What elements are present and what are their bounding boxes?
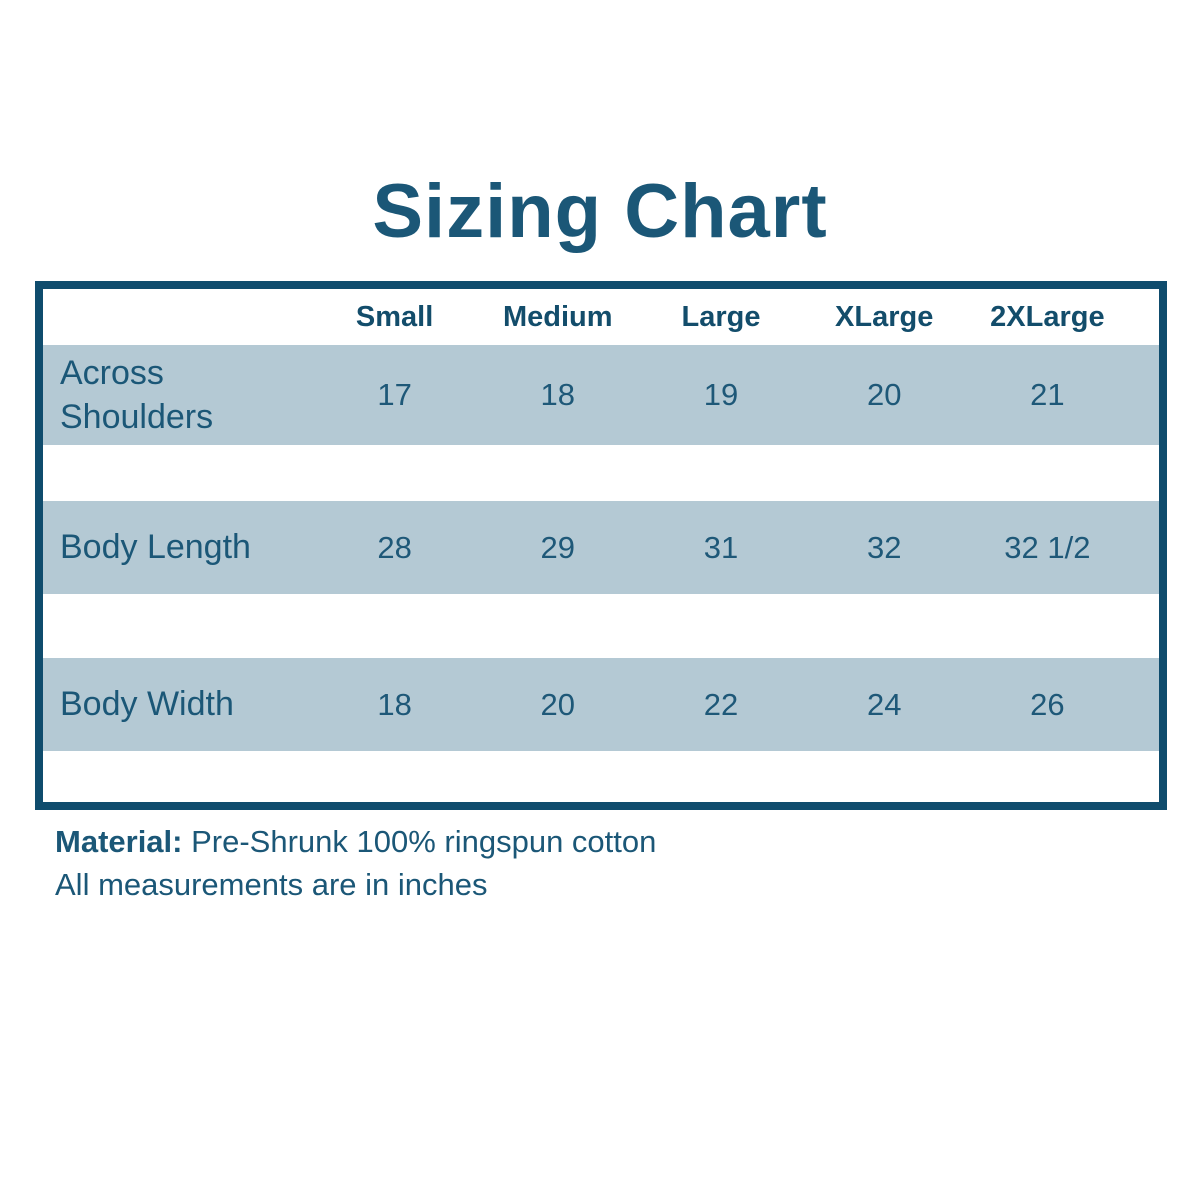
value-cell: 18 bbox=[540, 377, 576, 412]
material-note: Material: Pre-Shrunk 100% ringspun cotto… bbox=[55, 820, 1155, 863]
page-title: Sizing Chart bbox=[372, 169, 828, 254]
row-spacer bbox=[43, 594, 1159, 658]
material-value: Pre-Shrunk 100% ringspun cotton bbox=[182, 824, 657, 859]
value-cell: 18 bbox=[377, 686, 412, 722]
header-cell-2xlarge: 2XLarge bbox=[990, 300, 1105, 333]
value-cell: 22 bbox=[703, 686, 739, 722]
value-cell: 21 bbox=[1030, 377, 1065, 412]
header-cell-small: Small bbox=[355, 300, 434, 333]
material-label: Material: bbox=[55, 824, 183, 859]
table-row-body-length: Body Length 28 29 31 32 32 1/2 bbox=[43, 501, 1159, 594]
value-cell: 19 bbox=[703, 377, 739, 412]
row-label: Body Length bbox=[60, 528, 251, 567]
value-cell: 32 bbox=[866, 529, 902, 565]
table-header-row: Small Medium Large XLarge 2XLarge bbox=[43, 289, 1159, 345]
value-cell: 29 bbox=[540, 529, 576, 565]
header-cell-xlarge: XLarge bbox=[835, 300, 934, 333]
table-row-body-width: Body Width 18 20 22 24 26 bbox=[43, 658, 1159, 751]
value-cell: 32 1/2 bbox=[1004, 529, 1091, 565]
value-cell: 31 bbox=[703, 529, 739, 565]
value-cell: 24 bbox=[866, 686, 902, 722]
header-cell-medium: Medium bbox=[503, 300, 613, 333]
measurements-note: All measurements are in inches bbox=[55, 867, 488, 903]
table-row-across-shoulders: Across Shoulders 17 18 19 20 21 bbox=[43, 345, 1159, 445]
value-cell: 17 bbox=[377, 377, 412, 412]
header-cell-large: Large bbox=[681, 300, 761, 333]
row-label: Across Shoulders bbox=[60, 353, 214, 436]
footer-notes: Material: Pre-Shrunk 100% ringspun cotto… bbox=[55, 820, 1155, 907]
value-cell: 20 bbox=[866, 377, 902, 412]
sizing-table: Small Medium Large XLarge 2XLarge Across… bbox=[35, 281, 1167, 810]
row-spacer bbox=[43, 445, 1159, 501]
row-label: Body Width bbox=[60, 685, 234, 724]
value-cell: 28 bbox=[377, 529, 412, 565]
value-cell: 20 bbox=[540, 686, 576, 722]
value-cell: 26 bbox=[1030, 686, 1065, 722]
